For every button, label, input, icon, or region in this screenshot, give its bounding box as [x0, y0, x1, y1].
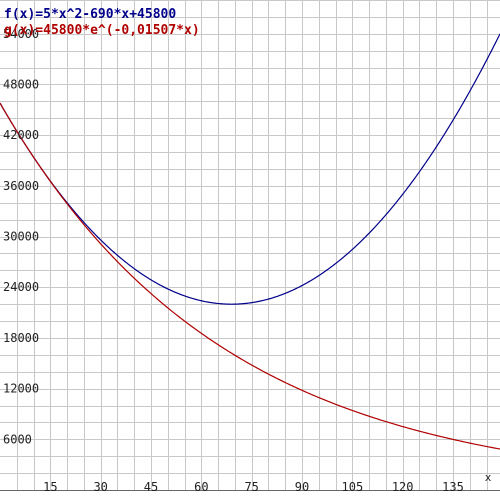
x-axis-label: x — [485, 471, 492, 484]
series — [0, 33, 500, 450]
grid — [0, 0, 500, 490]
x-tick-label: 105 — [342, 480, 364, 494]
y-tick-label: 18000 — [3, 331, 39, 345]
legend-entry-2: g(x)=45800*e^(-0,01507*x) — [4, 23, 200, 38]
series-line-1 — [0, 33, 500, 305]
y-tick-label: 6000 — [3, 432, 32, 446]
x-tick-label: 75 — [244, 480, 258, 494]
series-line-2 — [0, 102, 500, 450]
y-tick-label: 36000 — [3, 179, 39, 193]
x-tick-label: 15 — [43, 480, 57, 494]
x-tick-label: 45 — [144, 480, 158, 494]
x-tick-label: 90 — [295, 480, 309, 494]
y-tick-label: 42000 — [3, 128, 39, 142]
legend-entry-1: f(x)=5*x^2-690*x+45800 — [4, 7, 176, 22]
y-tick-label: 54000 — [3, 27, 39, 41]
y-tick-label: 48000 — [3, 77, 39, 91]
tick-labels: 15 30 45 60 75 90 105 120 135 x 6000 12000 18000 2400… — [3, 27, 492, 494]
x-tick-label: 30 — [93, 480, 107, 494]
x-tick-label: 120 — [392, 480, 414, 494]
y-tick-label: 12000 — [3, 382, 39, 396]
y-tick-label: 24000 — [3, 280, 39, 294]
x-tick-label: 60 — [194, 480, 208, 494]
x-tick-label: 135 — [442, 480, 464, 494]
y-tick-label: 30000 — [3, 230, 39, 244]
legend: f(x)=5*x^2-690*x+45800g(x)=45800*e^(-0,0… — [4, 7, 200, 38]
